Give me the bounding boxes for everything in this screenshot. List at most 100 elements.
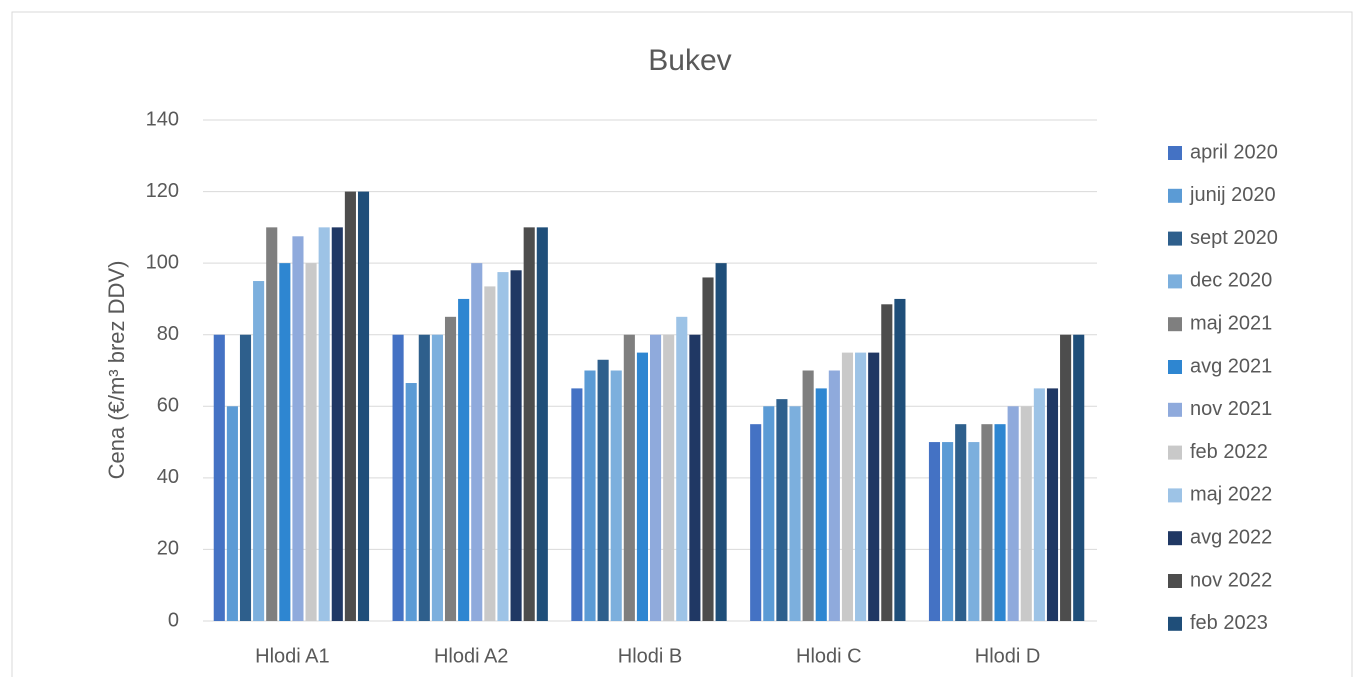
- legend-label: dec 2020: [1190, 270, 1272, 292]
- bar: [484, 286, 496, 621]
- bar: [344, 191, 356, 622]
- bar: [523, 227, 535, 621]
- bar: [702, 277, 714, 621]
- bar: [881, 304, 893, 621]
- bar: [894, 298, 906, 621]
- bar: [239, 334, 252, 621]
- bar: [471, 263, 483, 621]
- bar: [571, 388, 583, 621]
- legend-label: avg 2021: [1190, 355, 1272, 377]
- bar: [213, 334, 225, 621]
- x-tick-label: Hlodi A1: [255, 645, 330, 667]
- legend-label: maj 2022: [1190, 484, 1272, 506]
- bar: [597, 359, 609, 621]
- y-tick-label: 140: [146, 108, 179, 130]
- bar: [1033, 388, 1045, 621]
- bar: [676, 316, 688, 621]
- bar: [1060, 334, 1072, 621]
- x-tick-label: Hlodi C: [796, 645, 862, 667]
- bar: [226, 406, 238, 621]
- bar: [610, 370, 622, 621]
- legend-label: sept 2020: [1190, 227, 1278, 249]
- bar: [981, 424, 993, 621]
- bar: [305, 263, 317, 621]
- legend-label: april 2020: [1190, 141, 1278, 163]
- bar: [828, 370, 840, 621]
- legend-swatch: [1168, 274, 1182, 289]
- bar: [802, 370, 814, 621]
- y-tick-label: 100: [146, 251, 179, 273]
- y-tick-label: 0: [168, 609, 179, 631]
- y-tick-label: 60: [157, 395, 179, 417]
- bar: [763, 406, 775, 621]
- x-tick-label: Hlodi A2: [434, 645, 509, 667]
- bar: [1020, 406, 1032, 621]
- bar: [444, 316, 457, 621]
- x-tick-label: Hlodi D: [975, 645, 1041, 667]
- legend-swatch: [1168, 188, 1182, 203]
- x-tick-label: Hlodi B: [618, 645, 682, 667]
- y-tick-label: 120: [146, 180, 179, 202]
- legend-swatch: [1168, 360, 1182, 374]
- bar: [1073, 334, 1085, 621]
- bar: [1007, 406, 1019, 621]
- bar: [584, 370, 596, 621]
- bar: [855, 352, 867, 621]
- bar: [331, 227, 343, 621]
- legend-label: nov 2021: [1190, 398, 1272, 420]
- bar: [636, 352, 648, 621]
- bar: [623, 334, 635, 621]
- bar: [789, 406, 801, 621]
- legend-swatch: [1168, 231, 1182, 246]
- bar: [253, 281, 265, 621]
- bar: [318, 227, 330, 621]
- bar: [510, 270, 522, 621]
- y-tick-label: 80: [157, 323, 179, 345]
- chart-frame: [11, 11, 1353, 682]
- bar: [1046, 388, 1059, 621]
- bar: [968, 442, 980, 621]
- bar: [650, 334, 662, 621]
- bar: [357, 191, 370, 622]
- bar: [868, 352, 880, 621]
- bar: [715, 263, 727, 621]
- legend-swatch: [1168, 445, 1182, 460]
- legend-label: nov 2022: [1190, 569, 1272, 591]
- bar: [689, 334, 701, 621]
- y-tick-label: 20: [157, 538, 179, 560]
- bar: [841, 352, 854, 621]
- bar: [405, 383, 417, 621]
- bar: [815, 388, 827, 621]
- bar: [928, 442, 941, 621]
- legend-swatch: [1168, 146, 1182, 160]
- bar: [994, 424, 1006, 621]
- legend-label: junij 2020: [1189, 184, 1276, 206]
- bar: [431, 334, 443, 621]
- legend-swatch: [1168, 317, 1182, 332]
- bar: [536, 227, 548, 621]
- bar: [292, 236, 304, 621]
- bar: [497, 272, 509, 621]
- bar: [266, 227, 278, 621]
- bar: [750, 424, 762, 621]
- bar: [663, 334, 675, 621]
- legend-swatch: [1168, 616, 1182, 631]
- y-tick-label: 40: [157, 466, 179, 488]
- legend-swatch: [1168, 574, 1182, 588]
- chart-title: Bukev: [648, 44, 731, 77]
- legend-label: avg 2022: [1190, 526, 1272, 548]
- legend-label: feb 2023: [1190, 612, 1268, 634]
- legend-swatch: [1168, 488, 1182, 503]
- bar: [458, 298, 470, 621]
- bar: [955, 424, 967, 621]
- legend-swatch: [1168, 531, 1182, 546]
- legend-label: maj 2021: [1190, 312, 1272, 334]
- bar: [418, 334, 430, 621]
- bar: [942, 442, 954, 621]
- legend-label: feb 2022: [1190, 441, 1268, 463]
- y-axis-label: Cena (€/m³ brez DDV): [104, 261, 129, 480]
- bar: [776, 399, 788, 621]
- bar: [279, 263, 291, 621]
- legend-swatch: [1168, 402, 1182, 417]
